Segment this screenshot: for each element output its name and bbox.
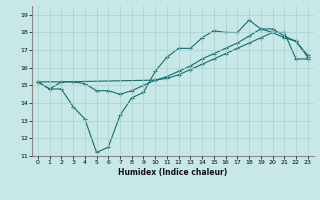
X-axis label: Humidex (Indice chaleur): Humidex (Indice chaleur) xyxy=(118,168,228,177)
